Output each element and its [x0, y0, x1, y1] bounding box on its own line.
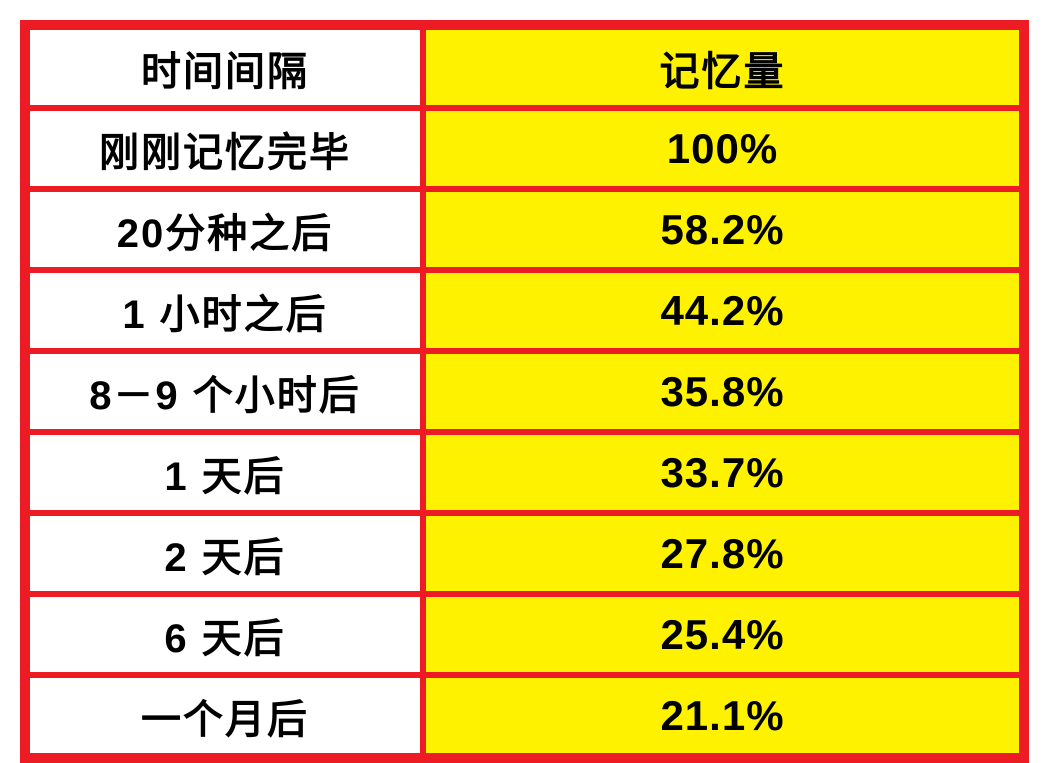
cell-value: 21.1%	[426, 678, 1019, 753]
header-time-label: 时间间隔	[141, 39, 309, 97]
table-row: 20分种之后 58.2%	[30, 192, 1019, 267]
table-row: 6 天后 25.4%	[30, 597, 1019, 672]
value-label: 100%	[667, 125, 778, 173]
cell-value: 44.2%	[426, 273, 1019, 348]
table-row: 刚刚记忆完毕 100%	[30, 111, 1019, 186]
table-row: 8－9 个小时后 35.8%	[30, 354, 1019, 429]
cell-time: 1 小时之后	[30, 273, 420, 348]
time-label: 1 天后	[164, 444, 285, 502]
cell-time: 2 天后	[30, 516, 420, 591]
time-label: 20分种之后	[117, 201, 334, 259]
header-memory-amount: 记忆量	[426, 30, 1019, 105]
cell-value: 100%	[426, 111, 1019, 186]
table-header-row: 时间间隔 记忆量	[30, 30, 1019, 105]
cell-value: 27.8%	[426, 516, 1019, 591]
time-label: 刚刚记忆完毕	[99, 120, 351, 178]
cell-time: 1 天后	[30, 435, 420, 510]
value-label: 58.2%	[660, 206, 784, 254]
cell-time: 刚刚记忆完毕	[30, 111, 420, 186]
value-label: 35.8%	[660, 368, 784, 416]
cell-time: 8－9 个小时后	[30, 354, 420, 429]
table-row: 一个月后 21.1%	[30, 678, 1019, 753]
memory-retention-table: 时间间隔 记忆量 刚刚记忆完毕 100% 20分种之后 58.2% 1 小时之后…	[20, 20, 1029, 763]
cell-value: 25.4%	[426, 597, 1019, 672]
cell-value: 58.2%	[426, 192, 1019, 267]
time-label: 一个月后	[141, 687, 309, 745]
value-label: 33.7%	[660, 449, 784, 497]
time-label: 1 小时之后	[122, 282, 327, 340]
cell-value: 33.7%	[426, 435, 1019, 510]
table-row: 2 天后 27.8%	[30, 516, 1019, 591]
header-memory-label: 记忆量	[660, 39, 786, 97]
header-time-interval: 时间间隔	[30, 30, 420, 105]
table-row: 1 小时之后 44.2%	[30, 273, 1019, 348]
cell-value: 35.8%	[426, 354, 1019, 429]
time-label: 6 天后	[164, 606, 285, 664]
table-row: 1 天后 33.7%	[30, 435, 1019, 510]
value-label: 27.8%	[660, 530, 784, 578]
value-label: 25.4%	[660, 611, 784, 659]
time-label: 2 天后	[164, 525, 285, 583]
time-label: 8－9 个小时后	[89, 363, 361, 421]
value-label: 44.2%	[660, 287, 784, 335]
cell-time: 6 天后	[30, 597, 420, 672]
cell-time: 一个月后	[30, 678, 420, 753]
cell-time: 20分种之后	[30, 192, 420, 267]
value-label: 21.1%	[660, 692, 784, 740]
